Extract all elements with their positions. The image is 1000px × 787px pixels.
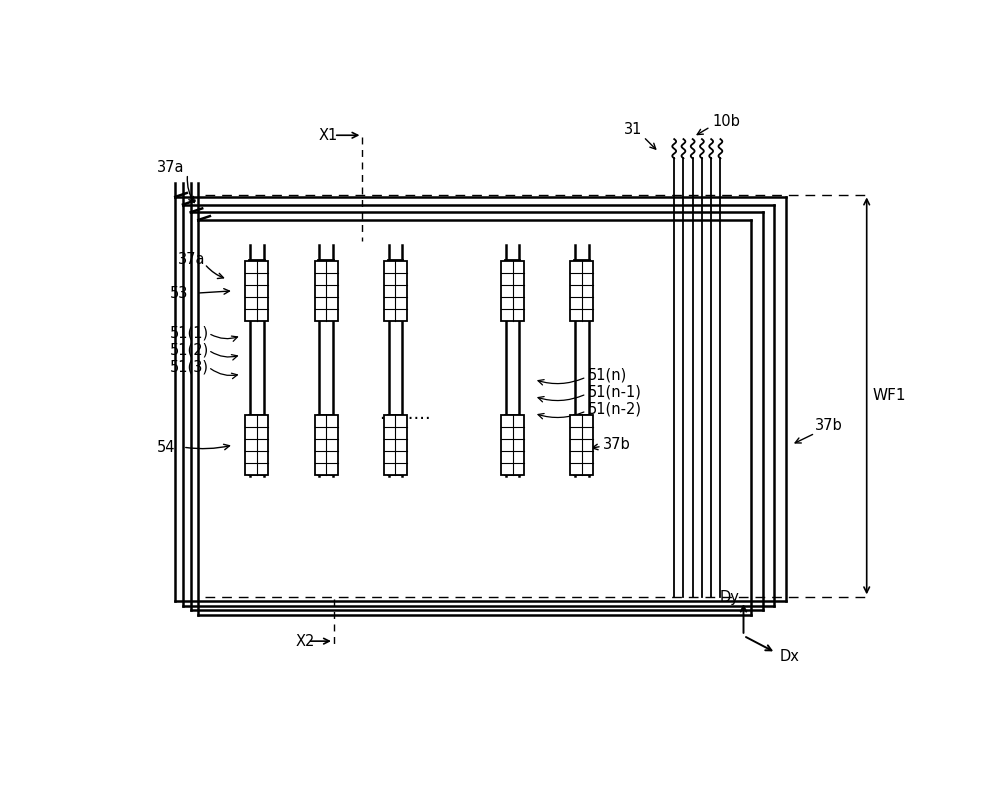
Text: Dx: Dx (780, 649, 800, 664)
Text: 54: 54 (157, 440, 175, 455)
Bar (384, 260, 407, 321)
Bar (388, 415, 403, 475)
Text: 10b: 10b (713, 114, 741, 129)
Bar (501, 260, 524, 321)
Text: 51(n-1): 51(n-1) (588, 385, 642, 400)
Bar (249, 415, 265, 475)
Text: 53: 53 (170, 286, 188, 301)
Bar (501, 415, 524, 475)
Text: 51(1): 51(1) (170, 326, 209, 341)
Bar (245, 260, 268, 321)
Text: 37b: 37b (603, 438, 631, 453)
Bar (570, 260, 593, 321)
Text: 51(n): 51(n) (588, 368, 627, 383)
Text: 51(n-2): 51(n-2) (588, 402, 642, 417)
Bar (574, 415, 590, 475)
Bar (315, 260, 338, 321)
Text: Dy: Dy (720, 589, 740, 604)
Text: 37b: 37b (815, 418, 843, 433)
Text: X2: X2 (295, 634, 315, 648)
Bar (505, 415, 520, 475)
Bar (384, 415, 407, 475)
Text: 37a: 37a (178, 253, 205, 268)
Text: 51(2): 51(2) (170, 342, 209, 357)
Text: .........: ......... (379, 405, 431, 423)
Text: 31: 31 (624, 121, 643, 137)
Text: 51(3): 51(3) (170, 360, 209, 375)
Text: X1: X1 (318, 127, 338, 142)
Text: 37a: 37a (157, 160, 184, 175)
Bar (570, 415, 593, 475)
Bar (315, 415, 338, 475)
Bar (245, 415, 268, 475)
Bar (318, 415, 334, 475)
Text: WF1: WF1 (873, 389, 906, 404)
